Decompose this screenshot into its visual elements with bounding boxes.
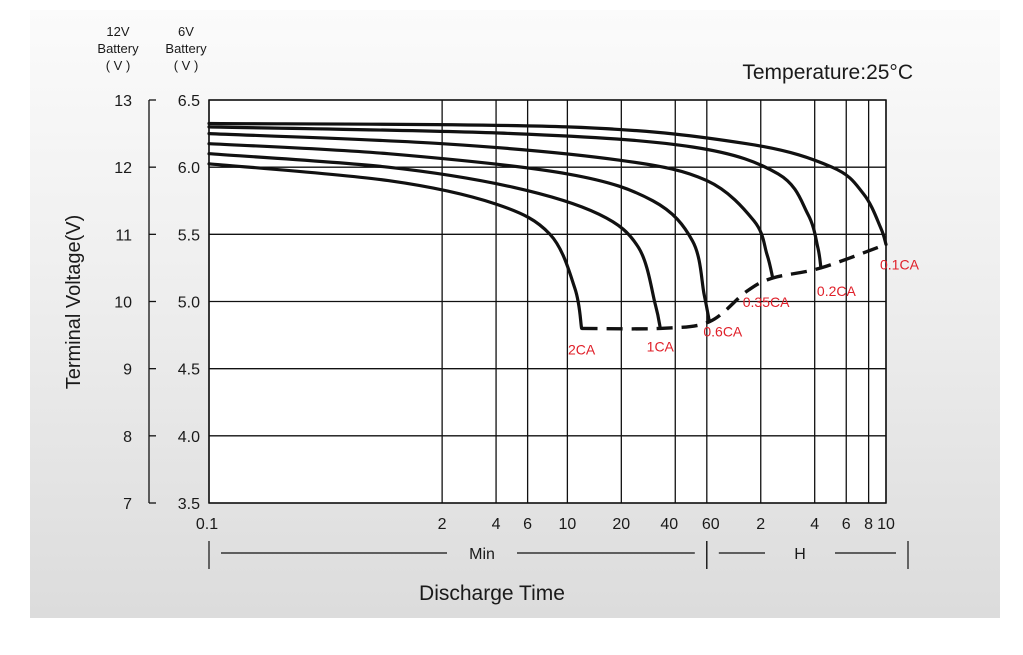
series-label-2: 0.6CA xyxy=(703,324,743,340)
left-tick-label-3: 10 xyxy=(114,295,132,312)
x-axis-title: Discharge Time xyxy=(419,582,565,605)
x-tick-label-5: 20 xyxy=(612,516,630,533)
x-tick-label-6: 40 xyxy=(660,516,678,533)
series-line-0-2ca xyxy=(207,125,823,270)
left-tick-label-1: 12 xyxy=(114,160,132,177)
right-tick-label-4: 4.5 xyxy=(178,362,200,379)
series-group xyxy=(207,121,888,331)
left-tick-label-2: 11 xyxy=(115,227,132,244)
right-axis-header-line2: Battery xyxy=(165,41,207,56)
right-tick-label-6: 3.5 xyxy=(178,496,200,513)
x-tick-label-4: 10 xyxy=(558,516,576,533)
series-line-0-35ca xyxy=(207,132,775,280)
x-tick-label-11: 8 xyxy=(864,516,873,533)
right-tick-label-1: 6.0 xyxy=(178,160,200,177)
right-tick-label-0: 6.5 xyxy=(178,93,200,110)
right-tick-label-3: 5.0 xyxy=(178,295,200,312)
x-tick-label-12: 10 xyxy=(877,516,895,533)
right-axis-header-line1: 6V xyxy=(178,24,194,39)
x-tick-label-8: 2 xyxy=(756,516,765,533)
series-label-5: 0.1CA xyxy=(880,256,920,272)
y-axis-title: Terminal Voltage(V) xyxy=(63,215,85,390)
x-tick-label-2: 4 xyxy=(492,516,501,533)
left-tick-label-6: 7 xyxy=(123,496,132,513)
series-label-4: 0.2CA xyxy=(817,283,857,299)
series-label-3: 0.35CA xyxy=(743,294,790,310)
left-tick-label-5: 8 xyxy=(123,429,132,446)
series-label-1: 1CA xyxy=(647,338,675,354)
section-label-1: H xyxy=(794,546,806,563)
left-axis-header-line1: 12V xyxy=(106,24,129,39)
chart-title: Temperature:25°C xyxy=(742,61,913,84)
axes: 13 6.5 12 6.0 11 5.5 10 5.0 9 4.5 8 4.0 7 3.5 0.1 2 4 6 10… xyxy=(114,93,909,569)
left-axis-header-line3: ( V ) xyxy=(106,58,131,73)
x-tick-label-3: 6 xyxy=(523,516,532,533)
x-tick-label-9: 4 xyxy=(810,516,819,533)
series-line-0-6ca xyxy=(207,142,711,324)
series-label-0: 2CA xyxy=(568,341,596,357)
series-line-0-1ca xyxy=(207,121,888,246)
right-tick-label-2: 5.5 xyxy=(178,227,200,244)
x-tick-label-10: 6 xyxy=(842,516,851,533)
x-tick-label-1: 2 xyxy=(438,516,447,533)
left-tick-label-0: 13 xyxy=(114,93,132,110)
section-label-0: Min xyxy=(469,546,495,563)
series-line-2ca xyxy=(207,162,584,330)
left-axis-header-line2: Battery xyxy=(97,41,139,56)
right-tick-label-5: 4.0 xyxy=(178,429,200,446)
cutoff-dashed-line xyxy=(581,242,887,331)
x-tick-label-7: 60 xyxy=(702,516,720,533)
grid xyxy=(208,99,887,504)
left-tick-label-4: 9 xyxy=(123,362,132,379)
x-tick-label-0: 0.1 xyxy=(196,516,218,533)
series-line-1ca xyxy=(207,152,662,330)
right-axis-header-line3: ( V ) xyxy=(174,58,199,73)
